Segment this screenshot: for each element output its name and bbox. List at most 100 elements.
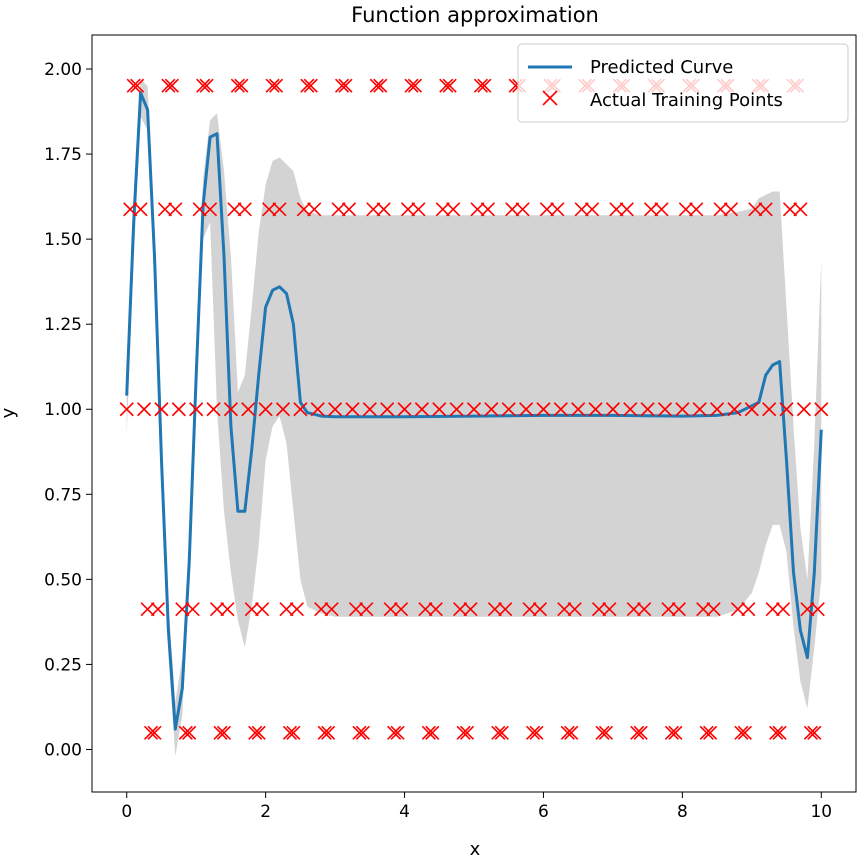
data-point bbox=[449, 402, 464, 417]
data-point bbox=[428, 602, 443, 617]
chart-title: Function approximation bbox=[351, 3, 599, 27]
y-tick-label: 0.75 bbox=[44, 485, 82, 505]
data-point bbox=[491, 725, 506, 740]
data-point bbox=[407, 78, 423, 93]
data-point bbox=[803, 725, 818, 740]
data-point bbox=[706, 602, 721, 617]
data-point bbox=[130, 78, 145, 93]
data-point bbox=[341, 202, 357, 217]
data-point bbox=[623, 402, 638, 417]
data-point bbox=[630, 725, 645, 740]
data-point bbox=[678, 202, 693, 217]
data-point bbox=[216, 725, 232, 740]
data-point bbox=[539, 202, 554, 217]
data-point bbox=[727, 402, 742, 417]
data-point bbox=[598, 725, 614, 740]
data-point bbox=[355, 725, 370, 740]
data-point bbox=[248, 725, 263, 740]
data-point bbox=[286, 725, 301, 740]
data-point bbox=[338, 78, 353, 93]
data-point bbox=[411, 202, 426, 217]
data-point bbox=[758, 202, 773, 217]
data-point bbox=[696, 602, 711, 617]
data-point bbox=[800, 602, 815, 617]
data-point bbox=[359, 602, 374, 617]
data-point bbox=[390, 725, 405, 740]
data-point bbox=[633, 725, 648, 740]
data-point bbox=[196, 78, 211, 93]
data-point bbox=[268, 78, 284, 93]
data-point bbox=[161, 78, 176, 93]
x-tick-label: 6 bbox=[538, 802, 549, 822]
data-point bbox=[553, 402, 568, 417]
data-point bbox=[675, 402, 690, 417]
data-point bbox=[289, 602, 304, 617]
y-axis-label: y bbox=[0, 407, 19, 418]
data-point bbox=[425, 725, 440, 740]
data-point bbox=[317, 725, 332, 740]
y-tick-label: 1.50 bbox=[44, 230, 82, 250]
uncertainty-band bbox=[126, 79, 822, 757]
data-point bbox=[331, 202, 346, 217]
data-point bbox=[668, 725, 683, 740]
data-point bbox=[123, 202, 138, 217]
data-point bbox=[168, 202, 183, 217]
data-point bbox=[741, 602, 756, 617]
y-tick-label: 0.00 bbox=[44, 740, 82, 760]
data-point bbox=[470, 202, 485, 217]
data-point bbox=[352, 725, 367, 740]
y-tick-label: 0.25 bbox=[44, 655, 82, 675]
data-point bbox=[477, 78, 492, 93]
data-point bbox=[446, 202, 461, 217]
data-point bbox=[296, 202, 311, 217]
data-point bbox=[807, 725, 822, 740]
data-point bbox=[394, 602, 409, 617]
data-point bbox=[654, 202, 669, 217]
data-point bbox=[515, 202, 530, 217]
data-point bbox=[244, 602, 259, 617]
data-point bbox=[776, 602, 791, 617]
data-point bbox=[671, 602, 686, 617]
data-point bbox=[137, 402, 152, 417]
data-point bbox=[734, 725, 749, 740]
data-point bbox=[699, 725, 714, 740]
y-tick-label: 0.50 bbox=[44, 570, 82, 590]
data-point bbox=[703, 725, 718, 740]
data-point bbox=[119, 402, 134, 417]
data-point bbox=[571, 402, 586, 417]
data-point bbox=[279, 602, 294, 617]
data-point bbox=[564, 725, 579, 740]
data-point bbox=[241, 402, 256, 417]
data-point bbox=[234, 78, 249, 93]
data-point bbox=[810, 602, 825, 617]
y-tick-label: 2.00 bbox=[44, 60, 82, 80]
data-point bbox=[199, 78, 214, 93]
data-point bbox=[143, 725, 159, 740]
data-point bbox=[206, 402, 221, 417]
axes-frame bbox=[91, 34, 857, 793]
data-point bbox=[258, 402, 273, 417]
data-point bbox=[237, 202, 252, 217]
legend-label-predicted: Predicted Curve bbox=[590, 57, 733, 78]
data-point bbox=[227, 202, 242, 217]
data-point bbox=[157, 202, 172, 217]
data-point bbox=[262, 202, 277, 217]
data-point bbox=[192, 202, 207, 217]
data-point bbox=[723, 202, 739, 217]
data-point bbox=[710, 402, 725, 417]
data-point bbox=[644, 202, 659, 217]
data-point bbox=[814, 402, 829, 417]
data-point bbox=[321, 725, 336, 740]
y-axis: 0.00 0.25 0.50 0.75 1.00 1.25 1.50 1.75 2.00 bbox=[44, 60, 92, 760]
data-point bbox=[501, 402, 516, 417]
data-point bbox=[519, 402, 534, 417]
data-point bbox=[324, 602, 339, 617]
data-point bbox=[369, 78, 384, 93]
data-point bbox=[154, 402, 169, 417]
data-point bbox=[366, 202, 381, 217]
data-point bbox=[550, 202, 565, 217]
legend: Predicted Curve Actual Training Points bbox=[517, 43, 849, 123]
data-point bbox=[595, 725, 610, 740]
data-point bbox=[203, 202, 218, 217]
predicted-curve-line bbox=[125, 91, 823, 731]
